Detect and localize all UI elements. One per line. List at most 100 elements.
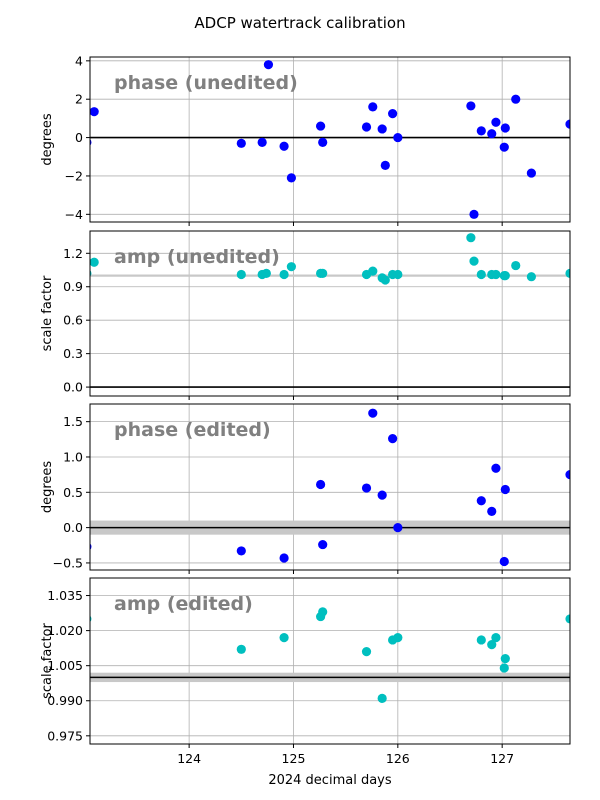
data-point <box>565 614 570 624</box>
plot-area <box>90 57 570 222</box>
y-tick-label: 0.9 <box>63 279 83 294</box>
data-point <box>261 268 271 278</box>
y-axis-label: scale factor <box>40 275 55 351</box>
data-point <box>466 101 476 111</box>
data-point <box>565 268 570 278</box>
data-point <box>318 539 328 550</box>
data-point <box>286 173 296 183</box>
data-point <box>316 479 326 490</box>
panel-phase_edited: −0.5 0.0 0.5 1.0 1.5 degrees phase (edited) <box>40 403 571 574</box>
data-point <box>377 124 387 134</box>
data-point <box>466 233 476 243</box>
data-point <box>511 94 521 104</box>
axes-frame <box>89 403 571 571</box>
y-tick-label: 0.5 <box>63 485 83 500</box>
data-point <box>476 496 486 506</box>
data-point <box>279 633 289 643</box>
data-point <box>318 607 328 617</box>
data-point <box>380 160 390 171</box>
y-tick-label: 0.975 <box>47 728 83 743</box>
data-point <box>90 257 99 267</box>
data-point <box>368 266 378 276</box>
data-point <box>469 209 479 219</box>
panel-label: amp (edited) <box>114 593 253 615</box>
data-point <box>491 633 501 643</box>
data-point <box>499 663 509 673</box>
data-point <box>491 117 501 127</box>
panel-phase_unedited: −4 −2 0 2 4 degrees phase (unedited) <box>40 53 571 226</box>
data-point <box>377 490 387 500</box>
data-point <box>368 408 378 418</box>
data-point <box>236 269 246 280</box>
y-tick-label: 1.0 <box>63 449 83 464</box>
x-tick-label: 127 <box>490 751 514 766</box>
data-point <box>318 268 328 278</box>
data-point <box>90 107 99 117</box>
data-point <box>286 262 296 272</box>
data-point <box>263 60 274 70</box>
data-point <box>500 123 510 133</box>
y-tick-label: −4 <box>65 207 83 222</box>
data-point <box>279 269 289 280</box>
y-tick-label: 0 <box>75 130 83 145</box>
data-point <box>236 546 246 556</box>
data-point <box>393 269 403 280</box>
data-point <box>499 142 509 152</box>
y-tick-label: −0.5 <box>53 555 83 570</box>
data-point <box>511 260 521 271</box>
y-tick-label: 0.990 <box>47 693 83 708</box>
panel-label: phase (unedited) <box>114 72 298 94</box>
data-point <box>361 122 372 132</box>
data-point <box>500 270 510 281</box>
data-point <box>487 640 497 650</box>
data-point <box>380 275 390 285</box>
data-point <box>318 137 328 147</box>
data-point <box>526 272 536 282</box>
data-point <box>500 484 510 495</box>
axes-frame <box>89 230 571 397</box>
y-tick-label: 0.0 <box>63 520 83 535</box>
data-point <box>279 553 289 563</box>
plot-area <box>90 231 570 396</box>
y-tick-label: 1.2 <box>63 246 83 261</box>
data-point <box>565 470 570 480</box>
y-axis-label: degrees <box>40 113 55 166</box>
plot-area <box>90 578 570 744</box>
data-point <box>393 523 403 533</box>
data-point <box>526 168 536 178</box>
data-point <box>236 138 246 148</box>
axes-frame <box>89 56 571 223</box>
y-axis-label: scale factor <box>40 622 55 698</box>
data-point <box>491 269 501 280</box>
x-tick-label: 126 <box>386 751 410 766</box>
data-point <box>388 434 398 444</box>
x-tick-label: 125 <box>282 751 306 766</box>
x-axis-label: 2024 decimal days <box>268 773 392 788</box>
data-point <box>499 556 509 567</box>
data-point <box>279 141 289 151</box>
data-point <box>377 693 387 704</box>
y-tick-label: 0.3 <box>63 346 83 361</box>
data-point <box>316 121 326 131</box>
data-point <box>500 654 510 664</box>
data-point <box>361 647 372 657</box>
panel-amp_edited: 0.975 0.990 1.005 1.020 1.035 124 125 126 127 sca… <box>40 577 571 766</box>
data-point <box>476 635 486 645</box>
x-tick-label: 124 <box>177 751 201 766</box>
data-point <box>361 483 372 493</box>
y-axis-label: degrees <box>40 461 55 514</box>
data-point <box>491 463 501 473</box>
panel-label: amp (unedited) <box>114 246 280 268</box>
panel-amp_unedited: 0.0 0.3 0.6 0.9 1.2 scale factor amp (unedited… <box>40 230 571 400</box>
axes-frame <box>89 577 571 745</box>
data-point <box>476 126 486 136</box>
data-point <box>368 102 378 112</box>
y-tick-label: 1.020 <box>47 623 83 638</box>
data-point <box>565 119 570 129</box>
y-tick-label: 1.5 <box>63 414 83 429</box>
panel-label: phase (edited) <box>114 419 271 441</box>
data-point <box>257 137 267 147</box>
y-tick-label: 1.005 <box>47 658 83 673</box>
